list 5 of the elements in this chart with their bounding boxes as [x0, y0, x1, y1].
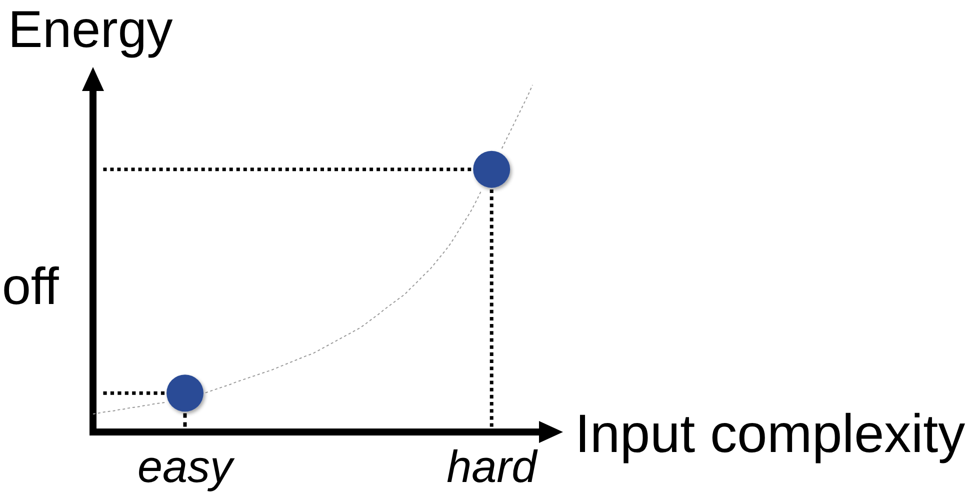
- text: off: [2, 258, 60, 316]
- x-tick-label: easy: [137, 440, 236, 492]
- x-tick-label: hard: [446, 440, 539, 492]
- x-axis-title: Input complexity: [575, 404, 966, 464]
- y-axis-title: Energy: [8, 1, 173, 59]
